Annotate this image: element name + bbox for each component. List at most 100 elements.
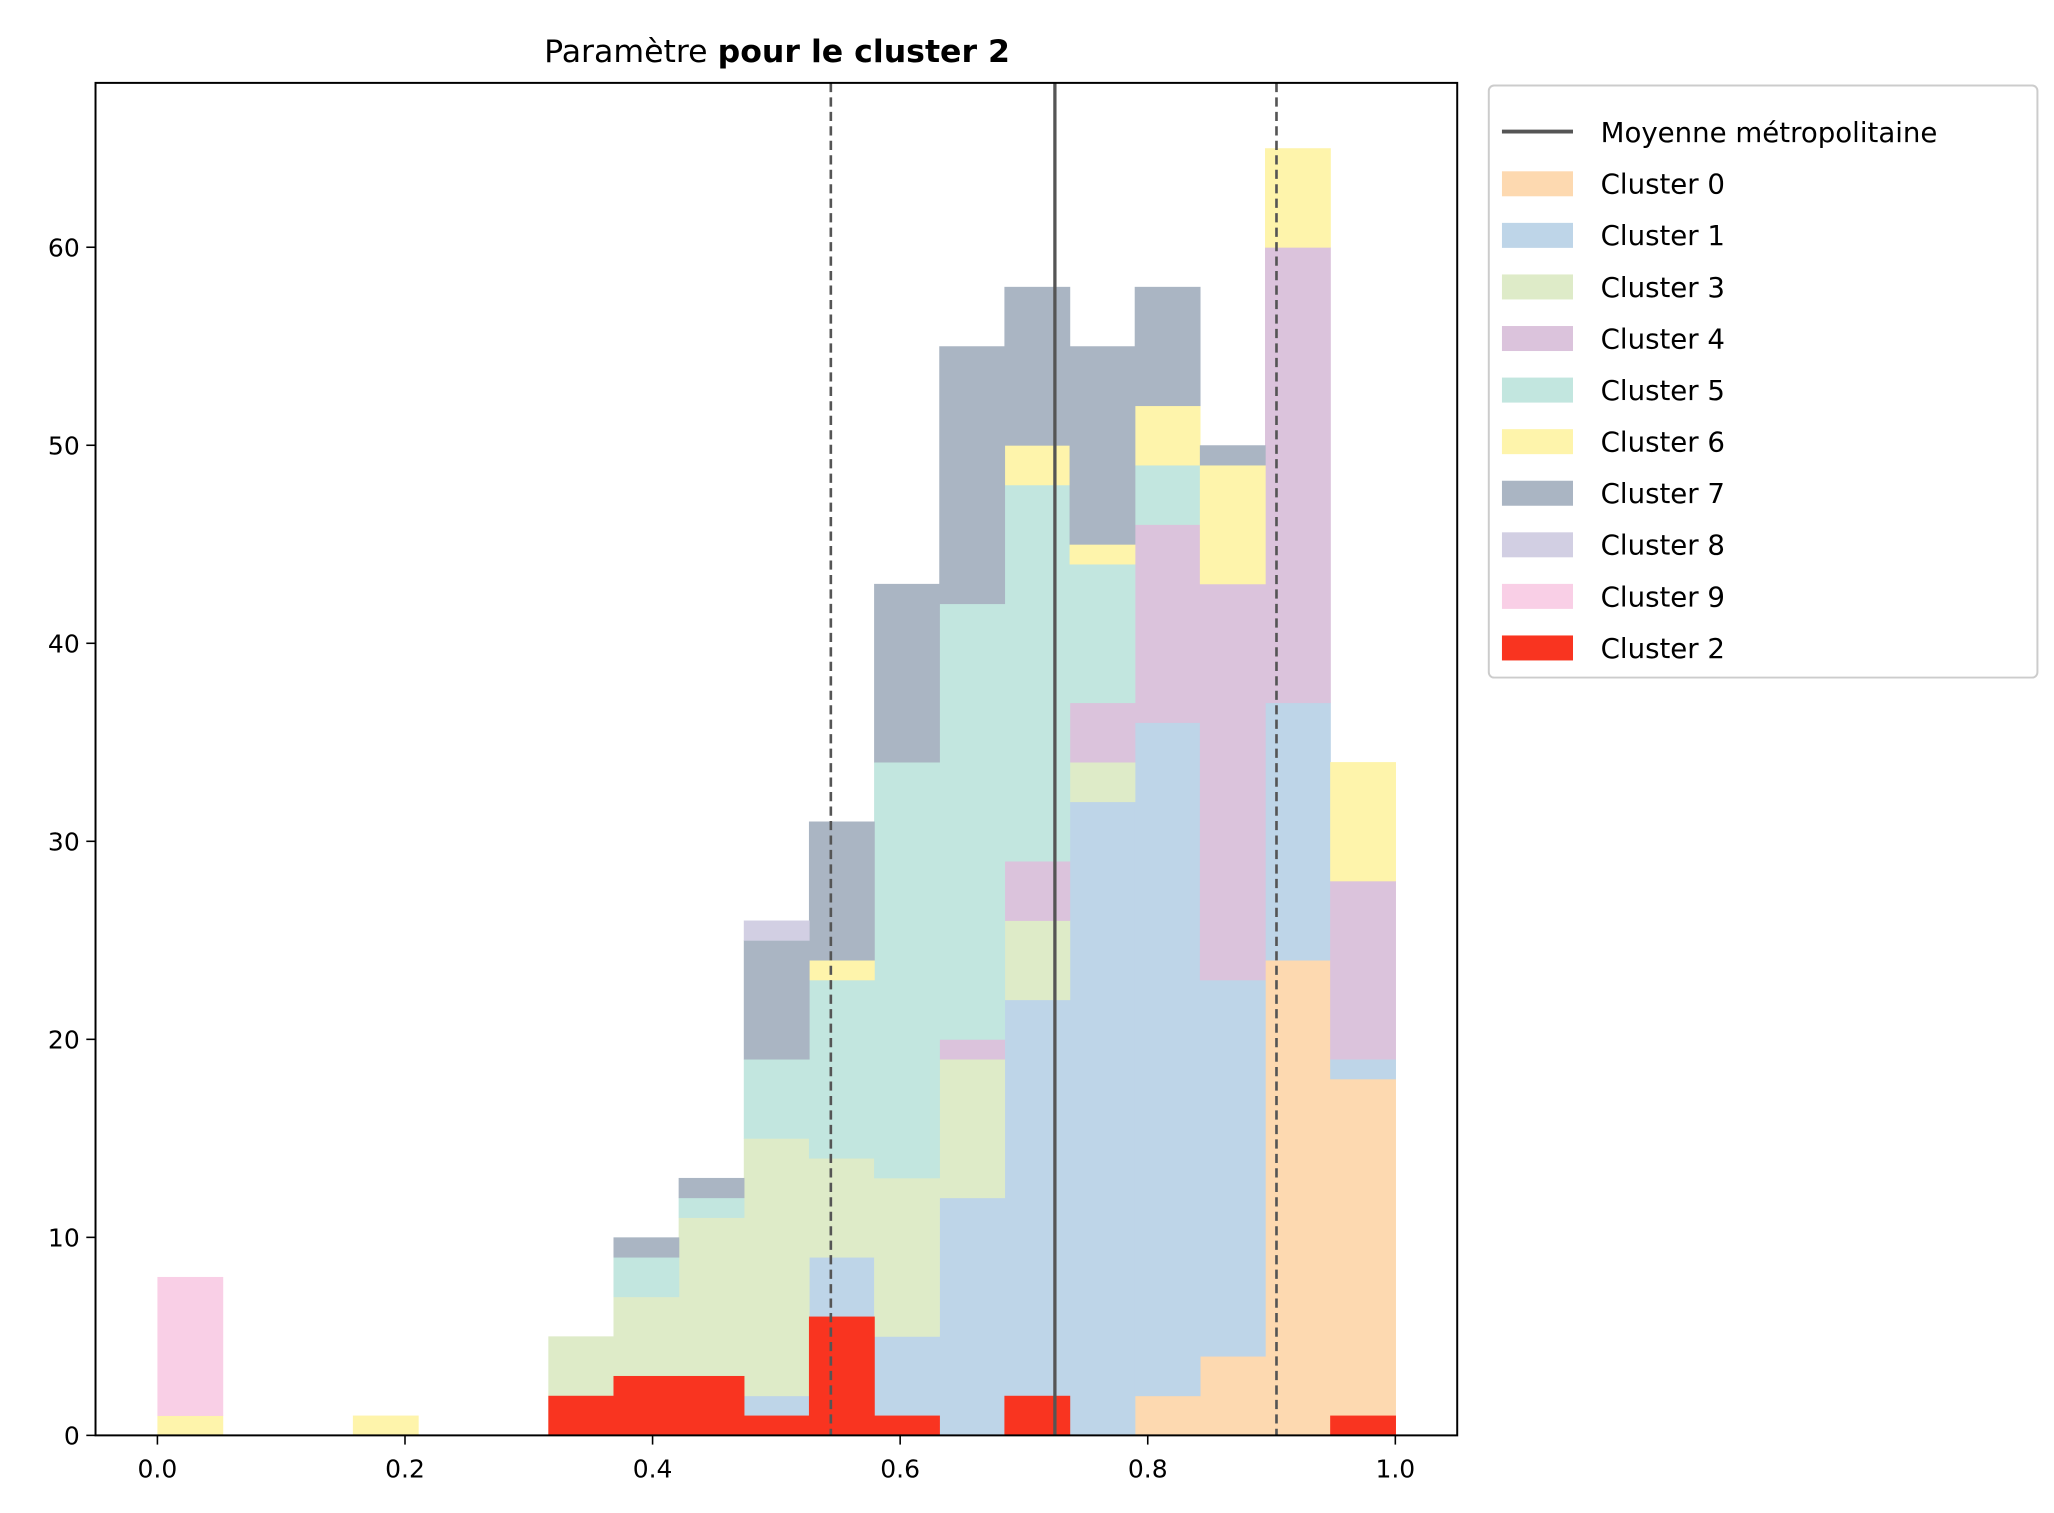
bar-cluster-1-bin-15 [1134,722,1201,1397]
bar-cluster-5-bin-9 [743,1059,810,1139]
bar-cluster-7-bin-10 [808,821,875,961]
bar-cluster-5-bin-8 [678,1197,745,1218]
x-tick-label: 0.6 [880,1454,920,1483]
bar-cluster-6-bin-17 [1265,148,1331,248]
bar-cluster-0-bin-17 [1265,960,1331,1436]
legend-swatch [1501,171,1573,197]
bar-cluster-4-bin-13 [1004,861,1071,921]
bar-cluster-6-bin-10 [808,960,875,981]
bar-cluster-6-bin-16 [1199,465,1266,585]
legend-label: Cluster 2 [1601,632,1725,665]
x-tick-label: 0.2 [385,1454,425,1483]
bar-cluster-4-bin-12 [939,1039,1006,1060]
bar-cluster-5-bin-14 [1069,564,1136,704]
bar-cluster-2-bin-8 [678,1375,745,1436]
x-tick-label: 0.4 [633,1454,673,1483]
bar-cluster-1-bin-16 [1199,979,1266,1357]
bar-cluster-3-bin-13 [1004,920,1071,1001]
bar-cluster-2-bin-7 [613,1375,680,1436]
x-tick-label: 0.0 [138,1454,178,1483]
y-axis: 0 10 20 30 40 50 60 [48,233,96,1451]
legend-label: Cluster 3 [1601,271,1725,304]
legend-swatch [1501,222,1573,248]
bar-cluster-4-bin-18 [1330,880,1396,1060]
bar-cluster-7-bin-8 [678,1177,745,1199]
chart-title-prefix: Paramètre [544,34,708,70]
y-tick-label: 0 [64,1422,80,1451]
bar-cluster-7-bin-12 [939,346,1006,605]
legend: Moyenne métropolitaine Cluster 0 Cluster 1… [1487,84,2039,679]
bar-cluster-4-bin-17 [1265,247,1331,704]
bar-cluster-6-bin-3 [352,1415,419,1436]
bar-cluster-6-bin-0 [157,1415,224,1436]
bar-cluster-7-bin-7 [613,1237,680,1258]
x-tick-label: 0.8 [1128,1454,1168,1483]
legend-label: Cluster 9 [1601,580,1725,613]
legend-label: Cluster 4 [1601,322,1725,355]
bar-cluster-7-bin-13 [1004,286,1071,446]
x-axis: 0.0 0.2 0.4 0.6 0.8 1.0 [138,1435,1415,1483]
bar-cluster-0-bin-16 [1199,1356,1266,1436]
x-tick-label: 1.0 [1375,1454,1415,1483]
bar-cluster-2-bin-11 [874,1415,940,1436]
bar-cluster-3-bin-14 [1069,762,1136,803]
legend-swatch [1501,326,1573,352]
bar-cluster-4-bin-14 [1069,702,1136,763]
bar-cluster-7-bin-16 [1199,445,1266,466]
bar-cluster-7-bin-11 [874,583,940,763]
bar-cluster-6-bin-14 [1069,544,1136,565]
bar-cluster-1-bin-18 [1330,1059,1396,1080]
bar-cluster-2-bin-6 [548,1395,615,1436]
y-tick-label: 30 [48,828,80,857]
chart-title: Paramètre pour le cluster 2 [544,34,1010,70]
bar-cluster-8-bin-9 [743,920,810,941]
bar-cluster-5-bin-10 [808,979,875,1159]
bar-cluster-3-bin-11 [874,1177,940,1337]
bar-cluster-2-bin-13 [1004,1395,1071,1436]
bar-cluster-3-bin-12 [939,1059,1006,1199]
bar-cluster-7-bin-14 [1069,346,1136,545]
bar-cluster-5-bin-11 [874,762,940,1179]
legend-label: Cluster 7 [1601,477,1725,510]
y-tick-label: 50 [48,431,80,460]
bar-cluster-2-bin-10 [808,1316,875,1436]
bar-cluster-1-bin-14 [1069,801,1136,1436]
bar-cluster-5-bin-12 [939,603,1006,1040]
y-tick-label: 40 [48,629,80,658]
bar-cluster-3-bin-9 [743,1138,810,1397]
bar-cluster-5-bin-15 [1134,465,1201,525]
bar-cluster-0-bin-15 [1134,1395,1201,1436]
bar-cluster-0-bin-18 [1330,1078,1396,1436]
legend-label: Cluster 8 [1601,529,1725,562]
legend-swatch [1501,532,1573,558]
legend-swatch [1501,635,1573,661]
y-tick-label: 20 [48,1026,80,1055]
bar-cluster-1-bin-12 [939,1197,1006,1436]
bar-cluster-1-bin-17 [1265,702,1331,961]
bar-cluster-5-bin-13 [1004,484,1071,862]
bar-cluster-1-bin-13 [1004,999,1071,1436]
legend-label: Cluster 0 [1601,168,1725,201]
bar-cluster-6-bin-18 [1330,762,1396,882]
reference-lines [829,82,1278,1436]
bar-cluster-4-bin-15 [1134,524,1201,723]
y-tick-label: 60 [48,233,80,262]
legend-swatch [1501,377,1573,403]
bar-cluster-7-bin-15 [1134,286,1201,407]
y-tick-label: 10 [48,1224,80,1253]
legend-swatch [1501,583,1573,609]
legend-swatch [1501,274,1573,300]
legend-frame [1487,84,2039,679]
legend-label: Cluster 6 [1601,426,1725,459]
legend-swatch [1501,429,1573,455]
legend-label: Cluster 1 [1601,219,1725,252]
legend-swatch [1501,480,1573,506]
bar-cluster-2-bin-9 [743,1415,810,1436]
legend-label: Cluster 5 [1601,374,1725,407]
bar-cluster-7-bin-9 [743,940,810,1060]
bar-cluster-5-bin-7 [613,1257,680,1298]
bar-cluster-4-bin-16 [1199,583,1266,981]
bar-cluster-3-bin-10 [808,1158,875,1258]
legend-label: Moyenne métropolitaine [1601,116,1938,149]
